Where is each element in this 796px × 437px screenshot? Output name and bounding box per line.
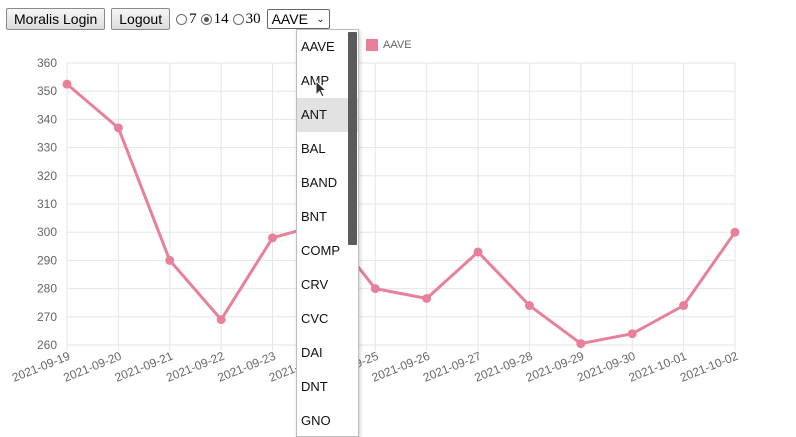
moralis-login-button[interactable]: Moralis Login [6, 8, 106, 30]
data-point [730, 227, 740, 237]
dropdown-scrollbar[interactable] [348, 32, 357, 245]
x-tick-label: 2021-09-26 [370, 349, 432, 385]
x-tick-label: 2021-09-22 [164, 349, 226, 385]
legend-swatch [366, 39, 378, 51]
data-point [576, 339, 586, 349]
data-point [524, 301, 534, 311]
y-tick-label: 360 [37, 56, 57, 70]
data-point [165, 255, 175, 265]
radio-30-days[interactable]: 30 [232, 10, 261, 28]
x-tick-label: 2021-09-30 [575, 349, 637, 385]
y-tick-label: 330 [37, 141, 57, 155]
series-line [66, 83, 737, 346]
dropdown-option-crv[interactable]: CRV [301, 277, 329, 292]
dropdown-option-bnt[interactable]: BNT [301, 209, 327, 224]
chevron-down-icon: ⌄ [316, 13, 325, 25]
y-tick-label: 340 [37, 112, 57, 126]
data-point [113, 123, 123, 133]
x-tick-label: 2021-10-02 [678, 349, 740, 385]
x-tick-label: 2021-09-27 [421, 349, 483, 385]
data-point [216, 315, 226, 325]
legend-label: AAVE [383, 39, 412, 51]
dropdown-option-amp[interactable]: AMP [301, 73, 330, 88]
dropdown-option-aave[interactable]: AAVE [301, 39, 335, 54]
y-tick-label: 280 [37, 282, 57, 296]
radio-7-days[interactable]: 7 [176, 11, 197, 28]
y-tick-label: 350 [37, 84, 57, 98]
dropdown-option-comp[interactable]: COMP [301, 243, 340, 258]
chart-legend: AAVE [366, 39, 412, 51]
radio-label: 14 [213, 10, 229, 27]
token-select-value: AAVE [271, 11, 308, 27]
data-point [370, 284, 380, 294]
x-tick-label: 2021-09-23 [215, 349, 277, 385]
radio-button[interactable] [200, 13, 212, 25]
x-tick-label: 2021-09-28 [472, 349, 534, 385]
mouse-cursor-icon [315, 80, 328, 98]
dropdown-option-dai[interactable]: DAI [301, 345, 323, 360]
logout-button[interactable]: Logout [111, 8, 171, 30]
radio-label: 7 [189, 10, 197, 27]
x-tick-label: 2021-09-20 [61, 349, 123, 385]
data-point [62, 79, 72, 89]
x-tick-label: 2021-09-21 [113, 349, 175, 385]
y-tick-label: 260 [37, 338, 57, 352]
y-tick-label: 320 [37, 169, 57, 183]
dropdown-option-bal[interactable]: BAL [301, 141, 326, 156]
y-tick-label: 310 [37, 197, 57, 211]
radio-label: 30 [245, 10, 261, 27]
data-point [268, 233, 278, 243]
dropdown-option-ant[interactable]: ANT [297, 98, 358, 132]
dropdown-option-band[interactable]: BAND [301, 175, 338, 190]
data-point [679, 301, 689, 311]
dropdown-option-gno[interactable]: GNO [301, 413, 331, 428]
radio-button[interactable] [232, 13, 244, 25]
radio-button[interactable] [176, 13, 188, 25]
data-point [627, 329, 637, 339]
token-select[interactable]: AAVE ⌄ [266, 9, 330, 29]
dropdown-option-cvc[interactable]: CVC [301, 311, 329, 326]
x-tick-label: 2021-09-19 [10, 349, 72, 385]
y-tick-label: 300 [37, 225, 57, 239]
radio-14-days[interactable]: 14 [200, 10, 229, 28]
x-tick-label: 2021-09-29 [524, 349, 586, 385]
data-point [473, 247, 483, 257]
data-point [422, 293, 432, 303]
y-tick-label: 290 [37, 253, 57, 267]
x-tick-label: 2021-10-01 [627, 349, 689, 385]
toolbar: Moralis Login Logout 7 14 30 AAVE ⌄ [6, 7, 330, 31]
dropdown-option-dnt[interactable]: DNT [301, 379, 328, 394]
y-tick-label: 270 [37, 310, 57, 324]
